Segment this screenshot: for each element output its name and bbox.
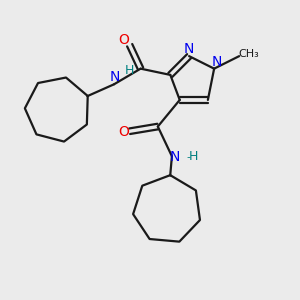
Text: N: N: [184, 42, 194, 56]
Text: N: N: [212, 55, 223, 69]
Text: -: -: [186, 152, 190, 162]
Text: O: O: [118, 33, 130, 47]
Text: H: H: [189, 150, 199, 164]
Text: N: N: [110, 70, 120, 84]
Text: CH₃: CH₃: [239, 49, 260, 58]
Text: N: N: [170, 150, 180, 164]
Text: H: H: [124, 64, 134, 77]
Text: O: O: [118, 125, 129, 139]
